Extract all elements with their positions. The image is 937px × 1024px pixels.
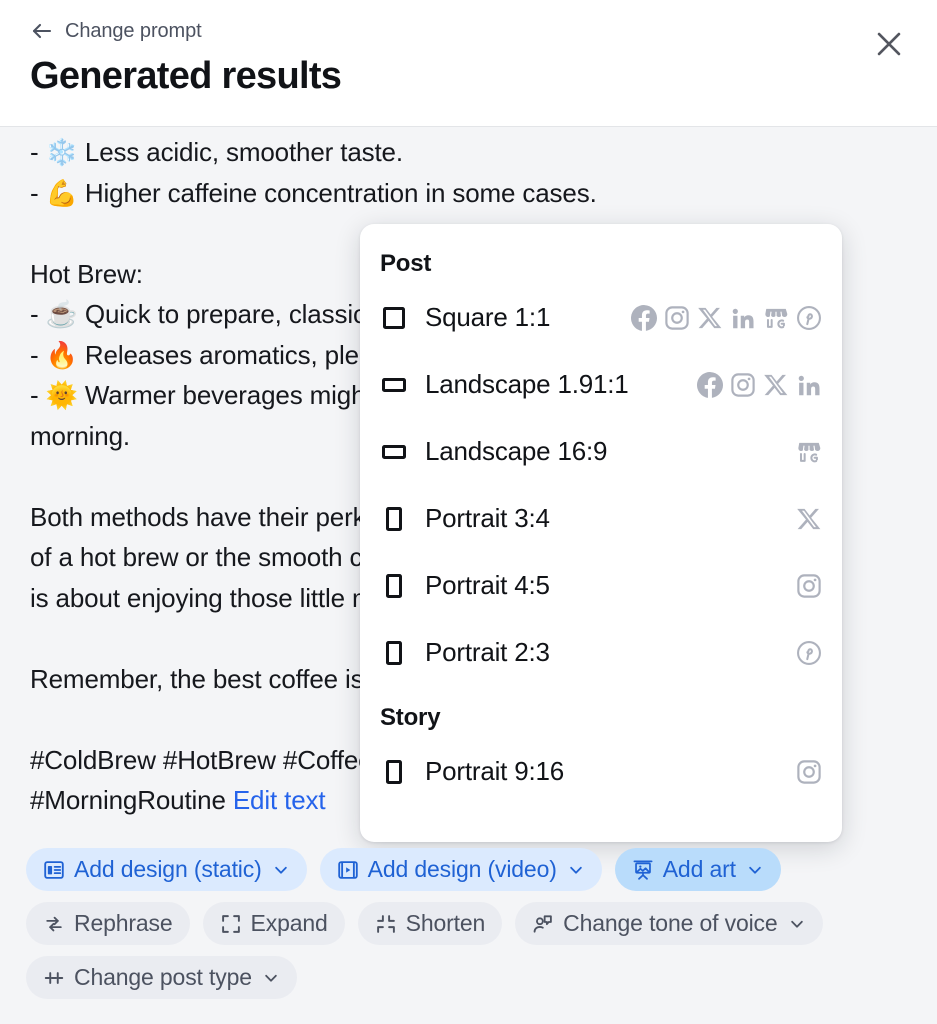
aspect-ratio-option[interactable]: Portrait 4:5	[380, 552, 822, 619]
instagram-icon	[796, 759, 822, 785]
linkedin-icon	[796, 372, 822, 398]
add-design-video-button[interactable]: Add design (video)	[319, 848, 602, 891]
chip-label: Change tone of voice	[563, 910, 778, 936]
chevron-down-icon	[787, 915, 806, 933]
google-business-icon	[796, 439, 822, 465]
panel-section-heading-story: Story	[380, 704, 441, 731]
header: Change prompt Generated results	[0, 0, 937, 127]
chevron-down-icon	[271, 861, 290, 879]
pinterest-icon	[796, 305, 822, 331]
aspect-ratio-option-label: Portrait 4:5	[425, 570, 550, 600]
chip-label: Add art	[662, 856, 736, 882]
google-business-icon	[763, 305, 789, 331]
aspect-ratio-option-label: Square 1:1	[425, 302, 551, 332]
aspect-ratio-option-label: Portrait 2:3	[425, 637, 550, 667]
aspect-ratio-option-label: Landscape 1.91:1	[425, 369, 629, 399]
chip-label: Change post type	[74, 964, 252, 990]
portrait-ratio-icon	[381, 640, 407, 666]
page-title: Generated results	[30, 55, 342, 97]
facebook-icon	[631, 304, 657, 331]
supported-networks	[631, 304, 822, 331]
aspect-ratio-option[interactable]: Landscape 1.91:1	[380, 351, 822, 418]
supported-networks	[796, 506, 822, 532]
rephrase-button[interactable]: Rephrase	[26, 902, 190, 945]
aspect-ratio-option-label: Portrait 9:16	[425, 756, 565, 786]
aspect-ratio-dropdown-panel[interactable]: Post Square 1:1 Landscape 1.91:1 Landscape …	[360, 224, 842, 842]
chip-label: Expand	[250, 910, 328, 936]
aspect-ratio-option[interactable]: Portrait 3:4	[380, 485, 822, 552]
post-type-icon	[43, 967, 65, 989]
close-icon	[872, 27, 906, 66]
supported-networks	[697, 371, 822, 398]
x-icon	[763, 372, 789, 398]
chip-label: Rephrase	[74, 910, 173, 936]
panel-section-heading-post: Post	[380, 250, 432, 277]
edit-text-link[interactable]: Edit text	[232, 785, 326, 815]
add-design-static-button[interactable]: Add design (static)	[26, 848, 307, 891]
chevron-down-icon	[261, 969, 280, 987]
supported-networks	[796, 573, 822, 599]
video-design-icon	[337, 859, 359, 881]
instagram-icon	[796, 573, 822, 599]
rephrase-icon	[43, 913, 65, 935]
chip-label: Shorten	[405, 910, 486, 936]
aspect-ratio-option-label: Portrait 3:4	[425, 503, 550, 533]
arrow-left-icon	[30, 19, 54, 43]
aspect-ratio-option[interactable]: Square 1:1	[380, 284, 822, 351]
pinterest-icon	[796, 640, 822, 666]
shorten-icon	[375, 913, 397, 935]
x-icon	[796, 506, 822, 532]
tone-of-voice-icon	[532, 913, 554, 935]
instagram-icon	[730, 372, 756, 398]
shorten-button[interactable]: Shorten	[357, 902, 503, 945]
supported-networks	[796, 439, 822, 465]
aspect-ratio-option-label: Landscape 16:9	[425, 436, 608, 466]
close-button[interactable]	[863, 20, 915, 72]
change-post-type-button[interactable]: Change post type	[26, 956, 297, 999]
chevron-down-icon	[745, 861, 764, 879]
action-toolbar: Add design (static) Add design (video) Add…	[0, 848, 937, 1024]
supported-networks	[796, 640, 822, 666]
landscape-ratio-icon	[381, 372, 407, 398]
aspect-ratio-option[interactable]: Landscape 16:9	[380, 418, 822, 485]
x-icon	[697, 305, 723, 331]
portrait-ratio-icon	[381, 759, 407, 785]
expand-button[interactable]: Expand	[202, 902, 345, 945]
layout-design-icon	[43, 859, 65, 881]
easel-art-icon	[632, 859, 654, 881]
chip-label: Add design (video)	[367, 856, 557, 882]
portrait-ratio-icon	[381, 506, 407, 532]
instagram-icon	[664, 305, 690, 331]
linkedin-icon	[730, 305, 756, 331]
square-ratio-icon	[381, 305, 407, 331]
facebook-icon	[697, 371, 723, 398]
aspect-ratio-option[interactable]: Portrait 9:16	[380, 738, 822, 805]
aspect-ratio-option[interactable]: Portrait 2:3	[380, 619, 822, 686]
expand-icon	[220, 913, 242, 935]
chevron-down-icon	[566, 861, 585, 879]
change-tone-of-voice-button[interactable]: Change tone of voice	[515, 902, 823, 945]
supported-networks	[796, 759, 822, 785]
change-prompt-label: Change prompt	[65, 19, 202, 42]
change-prompt-back-button[interactable]: Change prompt	[30, 19, 202, 43]
portrait-ratio-icon	[381, 573, 407, 599]
chip-label: Add design (static)	[74, 856, 262, 882]
add-art-button[interactable]: Add art	[614, 848, 781, 891]
landscape-ratio-icon	[381, 439, 407, 465]
